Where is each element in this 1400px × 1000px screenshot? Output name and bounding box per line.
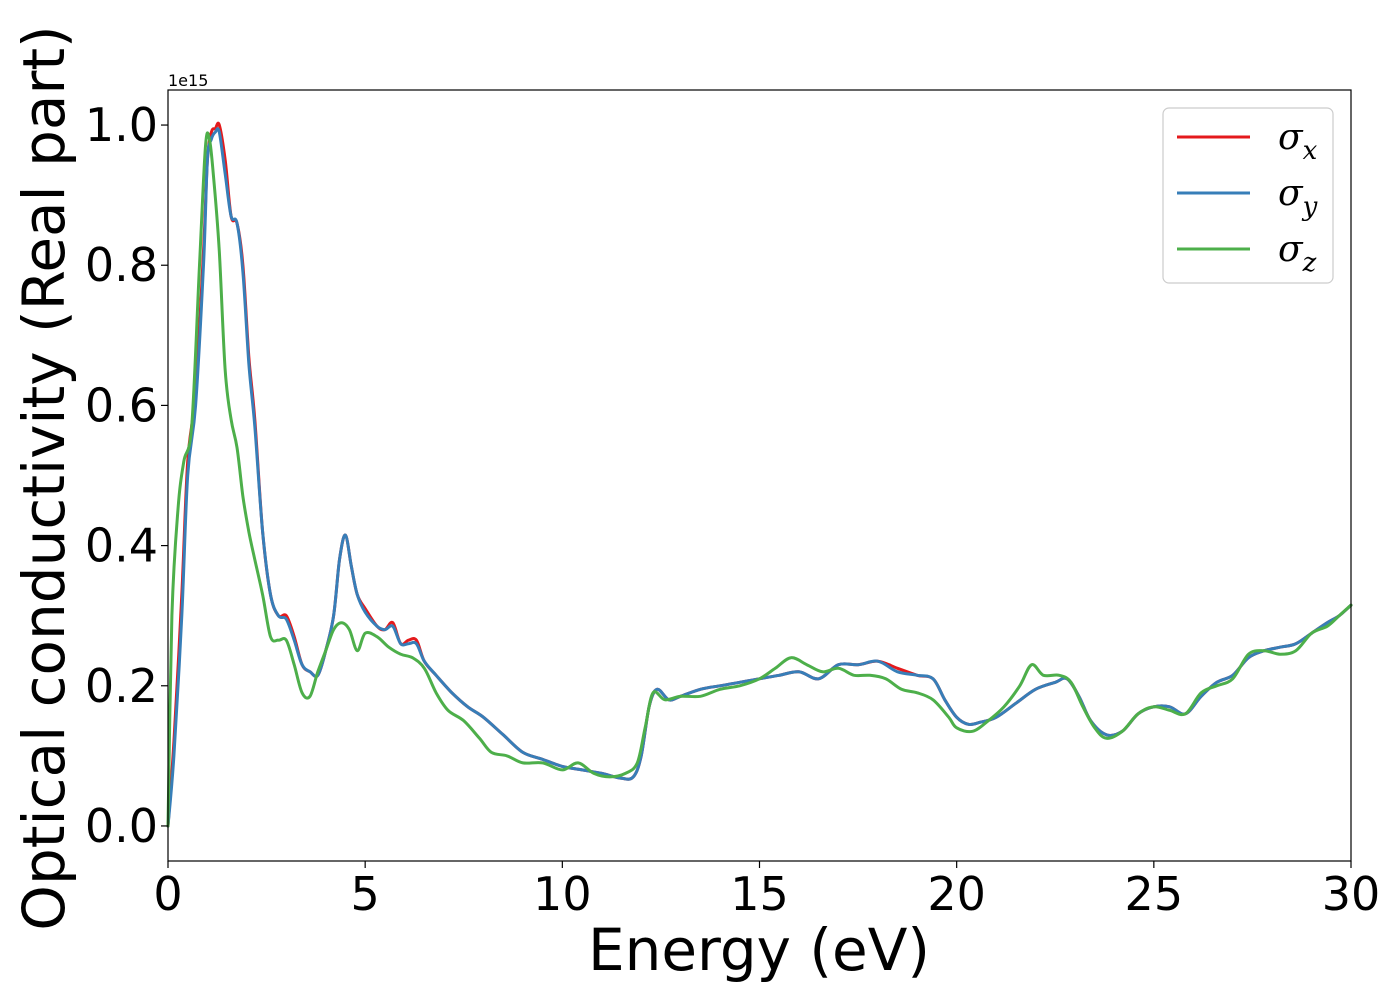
y-tick-label: 0.6 bbox=[85, 378, 158, 432]
x-tick-label: 10 bbox=[533, 867, 592, 921]
legend: σx σy σz bbox=[1162, 107, 1334, 284]
y-tick-label: 0.0 bbox=[85, 799, 158, 853]
series-line-z bbox=[166, 131, 1353, 828]
y-tick-label: 0.2 bbox=[85, 659, 158, 713]
legend-label-z: σz bbox=[1278, 229, 1317, 278]
x-tick-label: 5 bbox=[351, 867, 380, 921]
x-tick-label: 30 bbox=[1322, 867, 1381, 921]
legend-label-y: σy bbox=[1278, 173, 1318, 222]
y-tick-label: 0.8 bbox=[85, 238, 158, 292]
legend-box bbox=[1162, 107, 1334, 284]
y-axis-title: Optical conductivity (Real part) bbox=[10, 25, 78, 930]
x-tick-label: 20 bbox=[927, 867, 986, 921]
x-tick-label: 0 bbox=[153, 867, 182, 921]
series-layer bbox=[166, 121, 1353, 828]
y-offset-label: 1e15 bbox=[168, 71, 208, 90]
legend-items: σx σy σz bbox=[1177, 117, 1318, 278]
legend-label-x: σx bbox=[1278, 117, 1318, 166]
x-tick-label: 25 bbox=[1125, 867, 1184, 921]
y-tick-label: 0.4 bbox=[85, 519, 158, 573]
ticks-layer: 0 5 10 15 20 25 30 0.0 0.2 0.4 0.6 0.8 1.0 bbox=[85, 98, 1380, 921]
y-tick-label: 1.0 bbox=[85, 98, 158, 152]
x-tick-label: 15 bbox=[730, 867, 789, 921]
x-axis-title: Energy (eV) bbox=[588, 916, 930, 984]
